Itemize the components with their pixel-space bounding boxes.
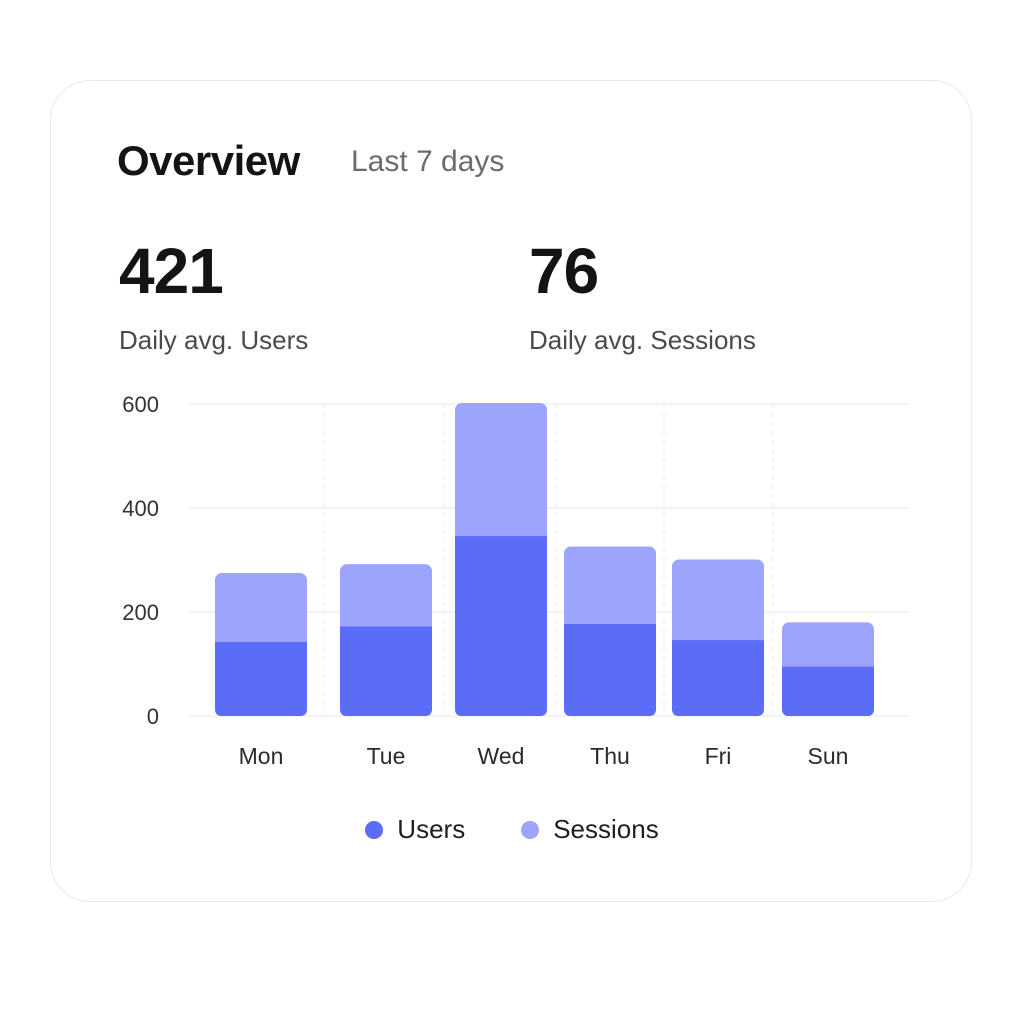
bar-users-sun: [782, 666, 874, 716]
card-title: Overview: [117, 137, 300, 184]
bar-users-thu: [564, 623, 656, 716]
legend-swatch-users: [365, 820, 384, 839]
x-tick-label-fri: Fri: [705, 743, 732, 769]
legend-item-sessions: Sessions: [521, 814, 659, 845]
bar-users-tue: [340, 626, 432, 716]
users-stat-label: Daily avg. Users: [119, 325, 309, 355]
sessions-stat: 76 Daily avg. Sessions: [529, 239, 756, 356]
y-tick-label-600: 600: [122, 392, 159, 417]
sessions-stat-value: 76: [529, 235, 599, 307]
y-tick-label-200: 200: [122, 600, 159, 625]
x-tick-label-tue: Tue: [367, 743, 406, 769]
date-range-label: Last 7 days: [351, 145, 505, 178]
legend-swatch-sessions: [521, 820, 540, 839]
x-tick-label-thu: Thu: [590, 743, 630, 769]
y-tick-label-0: 0: [147, 704, 159, 729]
legend-label-users: Users: [397, 814, 466, 844]
bar-users-fri: [672, 640, 764, 716]
y-tick-label-400: 400: [122, 496, 159, 521]
users-stat: 421 Daily avg. Users: [119, 239, 308, 356]
x-tick-label-sun: Sun: [808, 743, 849, 769]
stacked-bar-chart: 0 200 400 600 Mon Tue Wed Thu Fri Sun: [122, 392, 909, 769]
users-stat-value: 421: [119, 235, 224, 307]
overview-card: Overview Last 7 days 421 Daily avg. User…: [50, 80, 972, 902]
legend-item-users: Users: [365, 814, 465, 845]
chart-legend: Users Sessions: [51, 814, 973, 845]
bar-users-mon: [215, 642, 307, 716]
x-tick-label-wed: Wed: [478, 743, 525, 769]
x-tick-label-mon: Mon: [239, 743, 284, 769]
bar-users-wed: [455, 536, 547, 716]
legend-label-sessions: Sessions: [553, 814, 659, 844]
sessions-stat-label: Daily avg. Sessions: [529, 325, 756, 355]
